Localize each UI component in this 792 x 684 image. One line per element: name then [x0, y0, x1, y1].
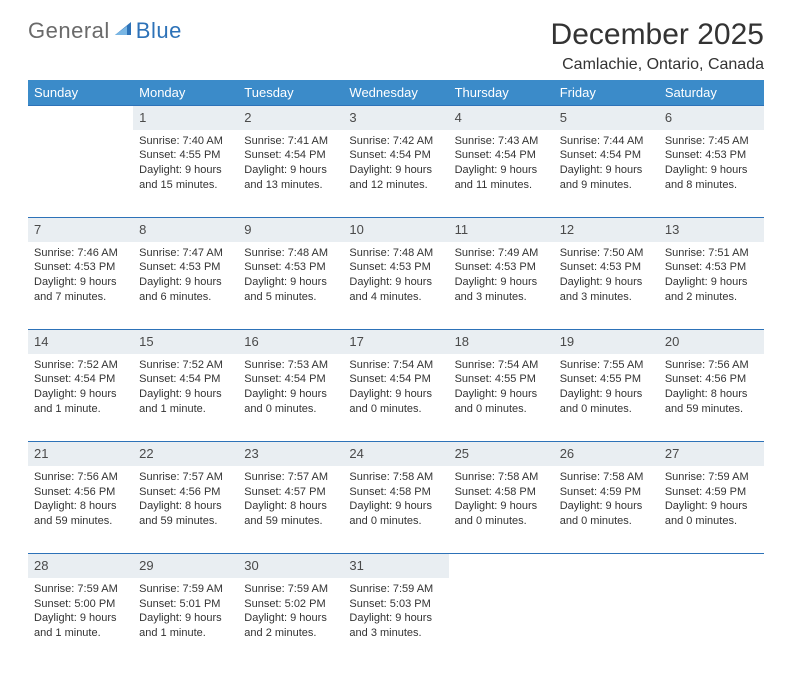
day-detail-cell: Sunrise: 7:52 AMSunset: 4:54 PMDaylight:…	[133, 354, 238, 442]
week-detail-row: Sunrise: 7:59 AMSunset: 5:00 PMDaylight:…	[28, 578, 764, 666]
day-detail-cell: Sunrise: 7:41 AMSunset: 4:54 PMDaylight:…	[238, 130, 343, 218]
day-number-cell: 13	[659, 218, 764, 242]
day-number-cell: 3	[343, 106, 448, 130]
day-detail-cell: Sunrise: 7:59 AMSunset: 5:01 PMDaylight:…	[133, 578, 238, 666]
day-detail-cell: Sunrise: 7:58 AMSunset: 4:59 PMDaylight:…	[554, 466, 659, 554]
week-detail-row: Sunrise: 7:46 AMSunset: 4:53 PMDaylight:…	[28, 242, 764, 330]
day-detail-cell: Sunrise: 7:52 AMSunset: 4:54 PMDaylight:…	[28, 354, 133, 442]
week-detail-row: Sunrise: 7:56 AMSunset: 4:56 PMDaylight:…	[28, 466, 764, 554]
day-number-cell: 29	[133, 554, 238, 578]
day-number-cell: 26	[554, 442, 659, 466]
day-number-cell: 23	[238, 442, 343, 466]
day-number-cell: 15	[133, 330, 238, 354]
day-number-cell	[659, 554, 764, 578]
day-header: Monday	[133, 80, 238, 106]
week-detail-row: Sunrise: 7:52 AMSunset: 4:54 PMDaylight:…	[28, 354, 764, 442]
logo: General Blue	[28, 18, 182, 44]
day-number-cell: 25	[449, 442, 554, 466]
day-number-cell	[554, 554, 659, 578]
day-number-cell: 27	[659, 442, 764, 466]
day-number-cell: 18	[449, 330, 554, 354]
logo-text-general: General	[28, 18, 110, 44]
day-detail-cell: Sunrise: 7:58 AMSunset: 4:58 PMDaylight:…	[449, 466, 554, 554]
day-number-cell: 20	[659, 330, 764, 354]
day-number-cell: 8	[133, 218, 238, 242]
day-detail-cell: Sunrise: 7:42 AMSunset: 4:54 PMDaylight:…	[343, 130, 448, 218]
day-detail-cell: Sunrise: 7:56 AMSunset: 4:56 PMDaylight:…	[28, 466, 133, 554]
day-detail-cell: Sunrise: 7:43 AMSunset: 4:54 PMDaylight:…	[449, 130, 554, 218]
location-text: Camlachie, Ontario, Canada	[551, 56, 764, 74]
calendar-body: 123456Sunrise: 7:40 AMSunset: 4:55 PMDay…	[28, 106, 764, 666]
header: General Blue December 2025 Camlachie, On…	[28, 18, 764, 74]
day-number-cell: 4	[449, 106, 554, 130]
day-detail-cell: Sunrise: 7:48 AMSunset: 4:53 PMDaylight:…	[343, 242, 448, 330]
day-number-cell: 31	[343, 554, 448, 578]
day-number-cell: 14	[28, 330, 133, 354]
day-detail-cell: Sunrise: 7:54 AMSunset: 4:55 PMDaylight:…	[449, 354, 554, 442]
week-number-row: 21222324252627	[28, 442, 764, 466]
day-number-cell: 21	[28, 442, 133, 466]
day-detail-cell: Sunrise: 7:48 AMSunset: 4:53 PMDaylight:…	[238, 242, 343, 330]
calendar-table: Sunday Monday Tuesday Wednesday Thursday…	[28, 80, 764, 666]
day-detail-cell	[449, 578, 554, 666]
logo-text-blue: Blue	[136, 18, 182, 44]
day-detail-cell: Sunrise: 7:59 AMSunset: 5:03 PMDaylight:…	[343, 578, 448, 666]
week-detail-row: Sunrise: 7:40 AMSunset: 4:55 PMDaylight:…	[28, 130, 764, 218]
day-header: Thursday	[449, 80, 554, 106]
day-detail-cell	[659, 578, 764, 666]
day-detail-cell	[554, 578, 659, 666]
day-number-cell: 16	[238, 330, 343, 354]
day-number-cell: 5	[554, 106, 659, 130]
day-number-cell: 19	[554, 330, 659, 354]
day-number-cell: 24	[343, 442, 448, 466]
day-detail-cell: Sunrise: 7:59 AMSunset: 5:02 PMDaylight:…	[238, 578, 343, 666]
day-number-cell: 6	[659, 106, 764, 130]
page-title: December 2025	[551, 18, 764, 52]
day-detail-cell: Sunrise: 7:57 AMSunset: 4:56 PMDaylight:…	[133, 466, 238, 554]
day-detail-cell: Sunrise: 7:57 AMSunset: 4:57 PMDaylight:…	[238, 466, 343, 554]
day-number-cell: 12	[554, 218, 659, 242]
day-detail-cell: Sunrise: 7:45 AMSunset: 4:53 PMDaylight:…	[659, 130, 764, 218]
day-detail-cell: Sunrise: 7:44 AMSunset: 4:54 PMDaylight:…	[554, 130, 659, 218]
title-block: December 2025 Camlachie, Ontario, Canada	[551, 18, 764, 74]
day-number-cell: 7	[28, 218, 133, 242]
day-detail-cell: Sunrise: 7:47 AMSunset: 4:53 PMDaylight:…	[133, 242, 238, 330]
day-detail-cell: Sunrise: 7:50 AMSunset: 4:53 PMDaylight:…	[554, 242, 659, 330]
day-detail-cell: Sunrise: 7:51 AMSunset: 4:53 PMDaylight:…	[659, 242, 764, 330]
day-number-cell: 17	[343, 330, 448, 354]
day-detail-cell: Sunrise: 7:55 AMSunset: 4:55 PMDaylight:…	[554, 354, 659, 442]
day-detail-cell	[28, 130, 133, 218]
day-header: Wednesday	[343, 80, 448, 106]
day-header: Sunday	[28, 80, 133, 106]
day-number-cell: 22	[133, 442, 238, 466]
logo-sail-icon	[114, 18, 134, 44]
day-number-cell	[28, 106, 133, 130]
day-number-cell: 30	[238, 554, 343, 578]
day-detail-cell: Sunrise: 7:54 AMSunset: 4:54 PMDaylight:…	[343, 354, 448, 442]
week-number-row: 123456	[28, 106, 764, 130]
day-number-cell: 1	[133, 106, 238, 130]
day-detail-cell: Sunrise: 7:58 AMSunset: 4:58 PMDaylight:…	[343, 466, 448, 554]
calendar-page: General Blue December 2025 Camlachie, On…	[0, 0, 792, 684]
day-detail-cell: Sunrise: 7:59 AMSunset: 5:00 PMDaylight:…	[28, 578, 133, 666]
day-detail-cell: Sunrise: 7:53 AMSunset: 4:54 PMDaylight:…	[238, 354, 343, 442]
day-detail-cell: Sunrise: 7:46 AMSunset: 4:53 PMDaylight:…	[28, 242, 133, 330]
week-number-row: 78910111213	[28, 218, 764, 242]
day-header-row: Sunday Monday Tuesday Wednesday Thursday…	[28, 80, 764, 106]
day-number-cell	[449, 554, 554, 578]
week-number-row: 14151617181920	[28, 330, 764, 354]
day-detail-cell: Sunrise: 7:56 AMSunset: 4:56 PMDaylight:…	[659, 354, 764, 442]
day-detail-cell: Sunrise: 7:59 AMSunset: 4:59 PMDaylight:…	[659, 466, 764, 554]
day-number-cell: 28	[28, 554, 133, 578]
day-number-cell: 2	[238, 106, 343, 130]
day-number-cell: 9	[238, 218, 343, 242]
day-detail-cell: Sunrise: 7:40 AMSunset: 4:55 PMDaylight:…	[133, 130, 238, 218]
day-header: Tuesday	[238, 80, 343, 106]
week-number-row: 28293031	[28, 554, 764, 578]
day-detail-cell: Sunrise: 7:49 AMSunset: 4:53 PMDaylight:…	[449, 242, 554, 330]
day-header: Saturday	[659, 80, 764, 106]
day-header: Friday	[554, 80, 659, 106]
day-number-cell: 11	[449, 218, 554, 242]
day-number-cell: 10	[343, 218, 448, 242]
